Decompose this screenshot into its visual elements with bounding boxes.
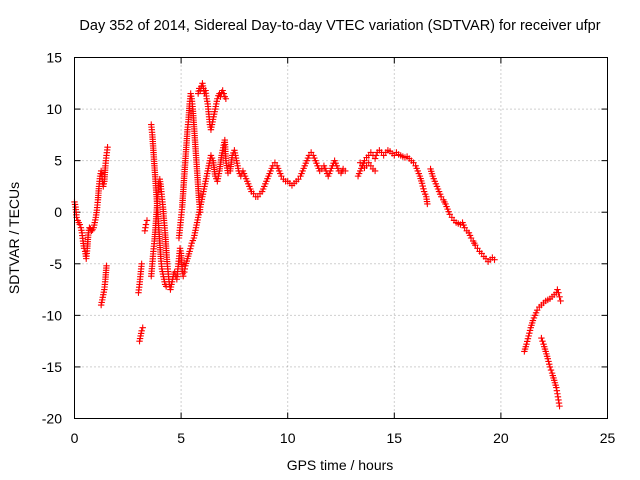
series-s11 <box>356 159 379 175</box>
x-tick-label: 5 <box>177 430 185 446</box>
data-point <box>546 360 553 368</box>
data-point <box>419 182 426 190</box>
data-point <box>219 87 226 94</box>
data-point <box>371 155 379 162</box>
y-tick-label: -15 <box>42 359 62 375</box>
data-point <box>187 242 195 250</box>
data-point <box>546 363 554 371</box>
data-point <box>220 90 227 97</box>
data-point <box>372 152 380 159</box>
series-s7 <box>148 121 170 290</box>
data-point <box>526 330 533 337</box>
series-s6 <box>148 136 349 293</box>
data-point <box>138 327 145 335</box>
y-tick-label: -20 <box>42 411 62 427</box>
data-point <box>180 272 187 280</box>
data-point <box>547 366 555 374</box>
series-s2 <box>97 262 110 309</box>
data-point <box>491 256 498 263</box>
data-point <box>371 167 379 175</box>
data-point <box>525 332 532 340</box>
data-point <box>187 245 194 252</box>
series-s8 <box>175 90 204 242</box>
data-point <box>555 289 562 296</box>
data-point <box>556 402 563 410</box>
data-point <box>104 144 111 151</box>
data-point <box>186 248 193 255</box>
y-tick-label: 15 <box>46 50 62 66</box>
y-axis-label: SDTVAR / TECUs <box>6 182 22 294</box>
x-tick-label: 10 <box>280 430 296 446</box>
data-point <box>524 335 532 342</box>
data-point <box>523 341 530 348</box>
y-tick-label: 0 <box>54 204 62 220</box>
data-point <box>538 334 545 342</box>
data-point <box>526 327 534 334</box>
data-point <box>103 262 110 270</box>
data-point <box>76 221 84 228</box>
data-point <box>420 185 427 193</box>
x-tick-label: 25 <box>600 430 616 446</box>
data-point <box>143 217 151 224</box>
data-point <box>418 180 426 187</box>
y-tick-label: 10 <box>46 101 62 117</box>
data-point <box>162 283 170 290</box>
data-point <box>142 221 150 228</box>
y-tick-label: -10 <box>42 307 62 323</box>
y-tick-label: 5 <box>54 153 62 169</box>
series-s1 <box>71 144 111 262</box>
data-point <box>556 293 563 300</box>
series-s14 <box>538 334 563 410</box>
data-point <box>544 355 552 362</box>
y-tick-label: -5 <box>50 256 63 272</box>
data-point <box>138 260 145 267</box>
series-s10 <box>354 147 431 208</box>
series-s12 <box>427 165 498 265</box>
data-point <box>139 324 146 331</box>
x-tick-label: 20 <box>493 430 509 446</box>
series-s4 <box>136 324 146 345</box>
series-s9 <box>194 80 230 133</box>
data-points <box>71 80 564 410</box>
plot-frame <box>74 57 608 419</box>
data-point <box>554 286 561 293</box>
x-axis-label: GPS time / hours <box>287 457 394 473</box>
data-point <box>222 95 230 102</box>
series-s5 <box>141 217 151 234</box>
x-tick-label: 15 <box>387 430 403 446</box>
data-point <box>539 337 546 345</box>
axis-ticks: 0 5 10 15 20 25 -20 -15 -10 -5 0 5 10 15 <box>42 50 616 447</box>
data-point <box>545 358 552 365</box>
x-tick-label: 0 <box>71 430 79 446</box>
series-s3 <box>135 260 145 296</box>
data-point <box>557 297 564 305</box>
data-point <box>342 167 349 175</box>
data-point <box>197 209 204 216</box>
series-s13 <box>521 286 564 355</box>
chart-title: Day 352 of 2014, Sidereal Day-to-day VTE… <box>79 18 600 34</box>
data-point <box>424 200 431 208</box>
data-point <box>523 338 531 345</box>
